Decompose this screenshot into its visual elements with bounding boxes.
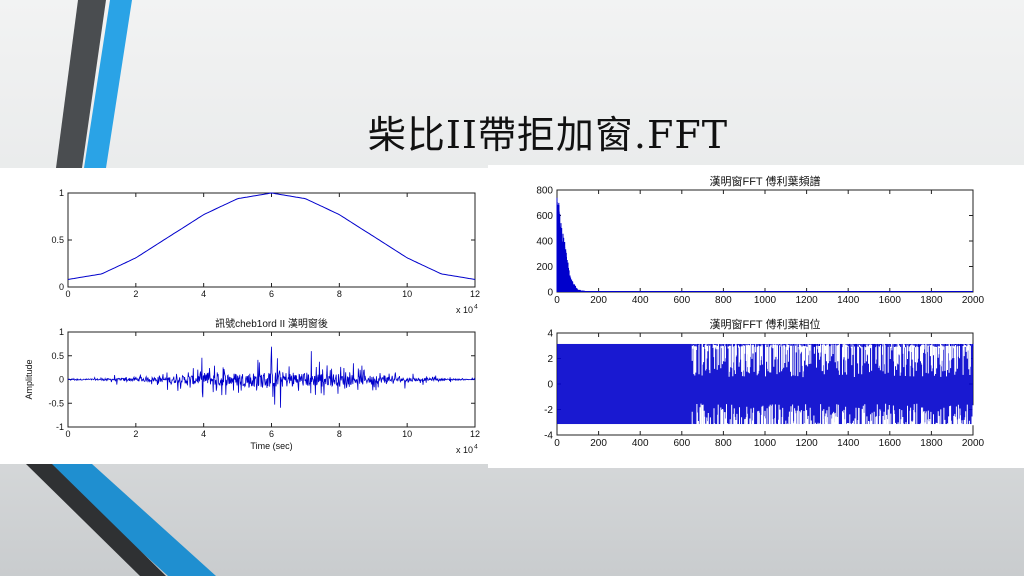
right-figure-panel: 0 200 400 600 800 1000 1200 1400 1600 1800 2000 0 20…	[488, 165, 1024, 468]
x-tick-label: 2000	[962, 438, 985, 449]
y-tick-label: 200	[536, 262, 553, 273]
x-multiplier-exponent: 4	[474, 444, 478, 451]
x-tick-label: 2000	[962, 295, 985, 306]
x-tick-label: 1000	[754, 295, 777, 306]
x-tick-label: 1200	[795, 438, 818, 449]
x-tick-label: 800	[715, 295, 732, 306]
series-line-window	[67, 192, 476, 280]
y-tick-label: 400	[536, 237, 553, 248]
left-figure-svg: 0 2 4 6 8 10 1200.51x 10 40 2 4 6 8 10 12-1-0.500.51訊…	[24, 188, 480, 455]
y-tick-label: -1	[56, 422, 64, 432]
x-tick-label: 200	[590, 438, 607, 449]
chart-title: 漢明窗FFT 傅利葉相位	[709, 317, 820, 331]
left-figure-panel: 0 2 4 6 8 10 12 0 0.5 1 x 10 4 0 2 4 6 8 10 12 -1 -0.5 0 0.5 1 訊…	[0, 168, 488, 464]
x-tick-label: 4	[201, 289, 206, 299]
y-tick-label: 0	[547, 380, 553, 391]
x-tick-label: 200	[590, 295, 607, 306]
x-tick-label: 6	[269, 289, 274, 299]
chart-title: 漢明窗FFT 傅利葉頻譜	[709, 174, 820, 188]
y-tick-label: 0.5	[51, 351, 64, 361]
x-tick-label: 400	[632, 438, 649, 449]
slide-title: 柴比II帶拒加窗.FFT	[367, 113, 729, 157]
x-tick-label: 1200	[795, 295, 818, 306]
x-tick-label: 600	[673, 295, 690, 306]
decor-stripe-blue-top	[84, 0, 132, 168]
plot-signal: 0 2 4 6 8 10 12 -1 -0.5 0 0.5 1 訊號cheb1ord II 漢明窗後 Ti…	[24, 317, 480, 455]
y-tick-label: 0	[59, 375, 64, 385]
phase-gaps	[691, 342, 974, 426]
x-tick-label: 1000	[754, 438, 777, 449]
x-tick-label: 0	[65, 429, 70, 439]
y-tick-label: 0.5	[51, 235, 64, 245]
chart-title: 訊號cheb1ord II 漢明窗後	[215, 317, 328, 330]
x-tick-label: 10	[402, 289, 412, 299]
plot-phase: 0 200 400 600 800 1000 1200 1400 1600 1800 2000 -4 -…	[544, 317, 984, 449]
x-tick-label: 10	[402, 429, 412, 439]
x-tick-label: 2	[133, 289, 138, 299]
y-tick-label: -0.5	[48, 398, 64, 408]
x-tick-label: 1800	[920, 438, 943, 449]
decor-stripe-dark-bottom	[26, 464, 166, 576]
y-tick-label: 600	[536, 211, 553, 222]
x-multiplier-label: x 10	[456, 445, 473, 455]
x-tick-label: 0	[554, 295, 560, 306]
x-tick-label: 2	[133, 429, 138, 439]
x-tick-label: 1600	[879, 295, 902, 306]
x-tick-label: 1400	[837, 438, 860, 449]
x-tick-label: 1800	[920, 295, 943, 306]
series-line-signal	[67, 346, 476, 408]
plot-frame-magnitude	[556, 189, 974, 293]
right-figure-svg: 0 200 400 600 800 1000 1200 1400 1600 1800 2000020…	[536, 174, 984, 449]
x-tick-label: 800	[715, 438, 732, 449]
x-multiplier-label: x 10	[456, 305, 473, 315]
x-tick-label: 1600	[879, 438, 902, 449]
decor-stripe-blue-bottom	[44, 464, 216, 576]
phase-spikes	[691, 344, 974, 348]
y-tick-label: -2	[544, 405, 553, 416]
y-tick-label: 1	[59, 327, 64, 337]
series-bars-magnitude	[556, 197, 612, 292]
x-tick-label: 0	[65, 289, 70, 299]
decor-stripe-dark-top	[56, 0, 106, 168]
y-axis-label: Amplitude	[24, 359, 34, 399]
y-tick-label: 4	[547, 329, 553, 340]
plot-window: 0 2 4 6 8 10 1200.51x 10 4	[51, 188, 480, 315]
x-tick-label: 400	[632, 295, 649, 306]
x-multiplier-exponent: 4	[474, 304, 478, 311]
x-tick-label: 8	[337, 429, 342, 439]
x-tick-label: 1400	[837, 295, 860, 306]
x-tick-label: 12	[470, 289, 480, 299]
x-tick-label: 600	[673, 438, 690, 449]
y-tick-label: 0	[547, 288, 553, 299]
y-tick-label: 1	[59, 188, 64, 198]
x-axis-label: Time (sec)	[250, 441, 292, 451]
x-tick-label: 12	[470, 429, 480, 439]
y-tick-label: 800	[536, 186, 553, 197]
y-tick-label: -4	[544, 431, 553, 442]
x-tick-label: 6	[269, 429, 274, 439]
y-tick-label: 2	[547, 354, 553, 365]
y-tick-label: 0	[59, 282, 64, 292]
x-tick-label: 0	[554, 438, 560, 449]
x-tick-label: 8	[337, 289, 342, 299]
plot-frame-window	[67, 192, 476, 288]
x-tick-label: 4	[201, 429, 206, 439]
plot-magnitude: 0 200 400 600 800 1000 1200 1400 1600 1800 2000 0 20…	[536, 174, 984, 306]
